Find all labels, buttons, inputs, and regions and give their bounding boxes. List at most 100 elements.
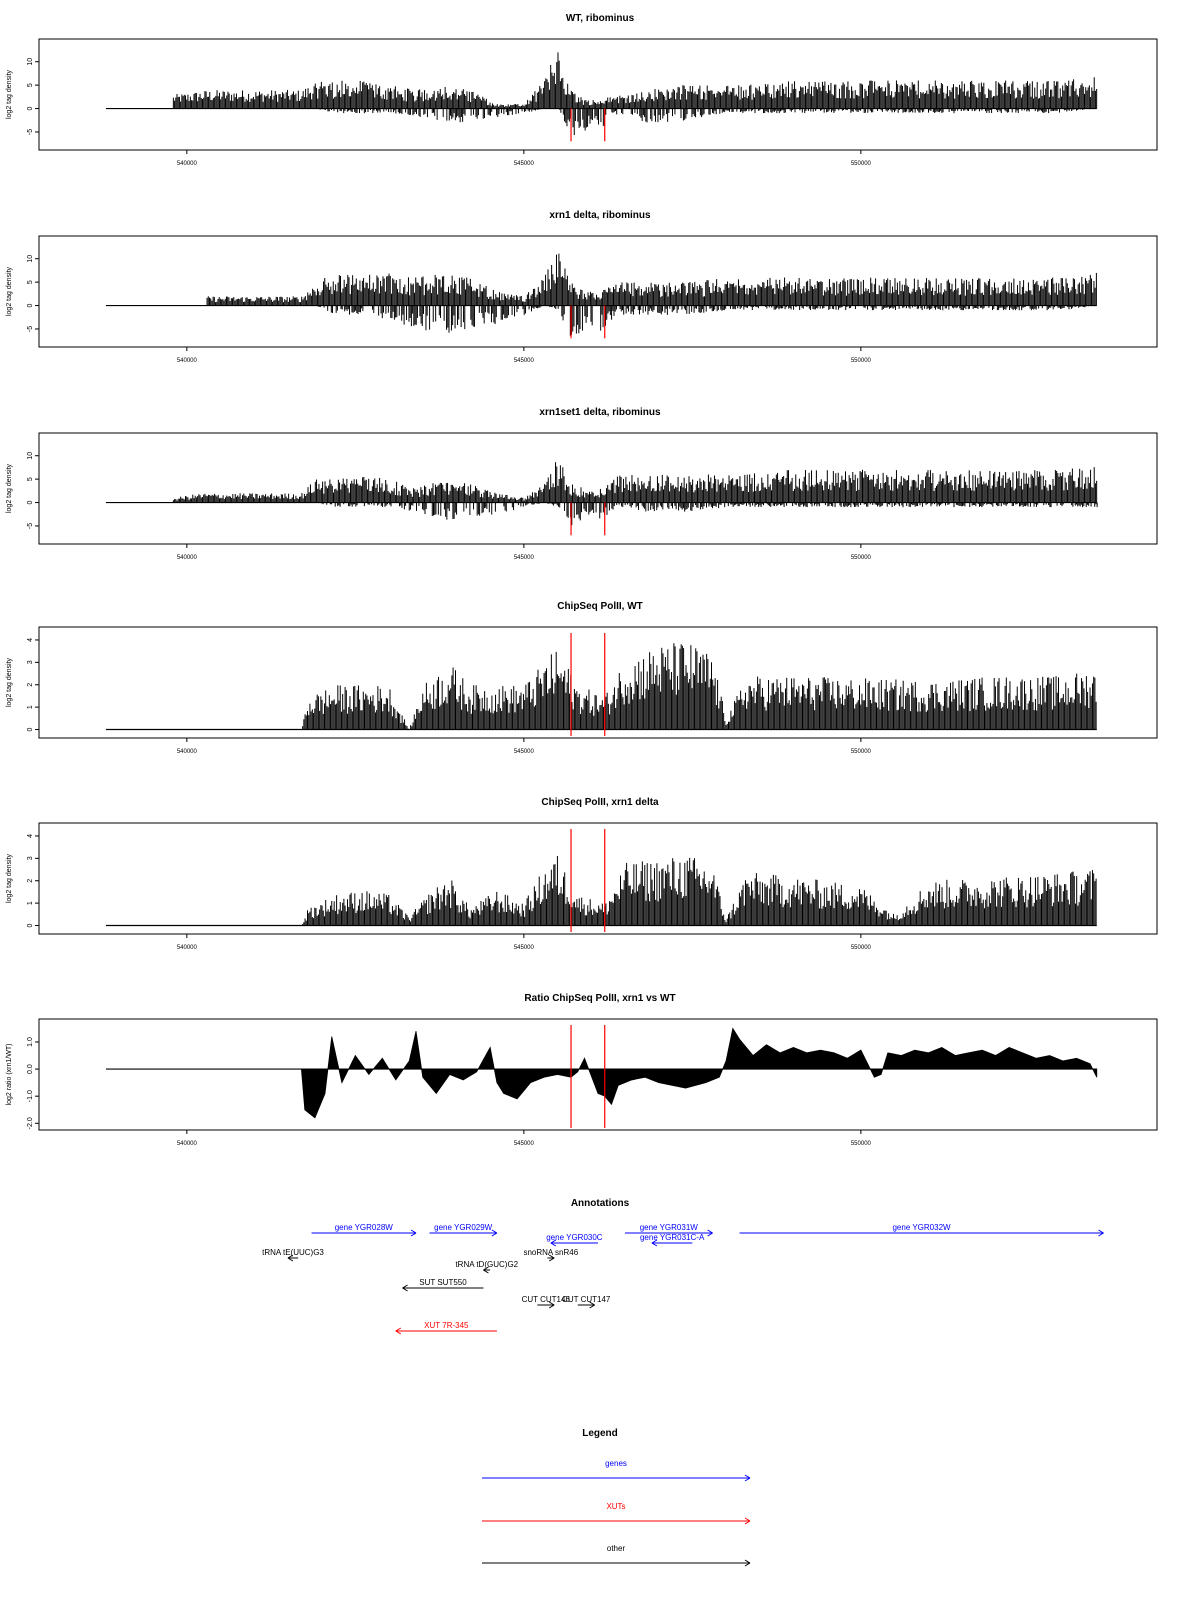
annotation-feature: tRNA tD(GUC)G2 <box>455 1260 519 1274</box>
feature-label: gene YGR028W <box>335 1223 394 1232</box>
y-tick-label: 3 <box>27 856 34 860</box>
panel-2: xrn1 delta, ribominus log2 tag density -5 0… <box>6 210 1158 364</box>
chart-title: xrn1set1 delta, ribominus <box>539 407 661 418</box>
plot-frame <box>38 626 1158 739</box>
annotation-feature: gene YGR030C <box>546 1233 603 1247</box>
y-tick-label: 0 <box>27 500 34 504</box>
arrow-head <box>707 1232 713 1237</box>
y-axis-label: log2 tag density <box>6 463 13 513</box>
x-tick-label: 545000 <box>514 358 535 364</box>
arrow-head <box>483 1266 489 1271</box>
y-tick-label: 0 <box>27 727 34 731</box>
arrow-head <box>589 1301 595 1306</box>
y-axis-label: log2 ratio (xrn1/WT) <box>6 1044 13 1106</box>
annotation-feature: gene YGR028W <box>311 1223 417 1237</box>
x-tick-label: 540000 <box>177 555 198 561</box>
plot-frame <box>38 822 1158 935</box>
arrow-head <box>548 1304 555 1309</box>
x-tick-label: 540000 <box>177 161 198 167</box>
x-tick-label: 545000 <box>514 1141 535 1147</box>
panel-3: xrn1set1 delta, ribominus log2 tag densit… <box>6 407 1158 561</box>
y-tick-label: 4 <box>27 834 34 838</box>
panel-4: ChipSeq PolII, WT log2 tag density 0 1 2 3 4 54… <box>6 601 1158 755</box>
feature-label: gene YGR031W <box>640 1223 699 1232</box>
feature-label: snoRNA snR46 <box>523 1248 578 1257</box>
feature-label: CUT CUT147 <box>562 1295 611 1304</box>
x-tick-label: 550000 <box>851 161 872 167</box>
x-tick-label: 545000 <box>514 749 535 755</box>
legend-item: XUTs <box>482 1502 751 1525</box>
annotation-feature: tRNA tE(UUC)G3 <box>262 1248 324 1262</box>
plot-frame <box>38 1018 1158 1131</box>
legend-title: Legend <box>582 1428 618 1439</box>
arrow-head <box>287 1254 294 1259</box>
chart-title: ChipSeq PolII, WT <box>557 601 643 612</box>
chart-title: Ratio ChipSeq PolII, xrn1 vs WT <box>524 993 675 1004</box>
y-tick-label: 0 <box>27 303 34 307</box>
x-tick-label: 545000 <box>514 945 535 951</box>
annotation-feature: gene YGR032W <box>739 1223 1104 1237</box>
feature-label: gene YGR029W <box>434 1223 493 1232</box>
annotation-feature: CUT CUT146 <box>522 1295 571 1309</box>
feature-label: tRNA tD(GUC)G2 <box>455 1260 518 1269</box>
x-tick-label: 550000 <box>851 555 872 561</box>
arrow-head <box>491 1232 498 1237</box>
panel-1: WT, ribominus log2 tag density -5 0 5 10 54000… <box>6 13 1158 167</box>
x-tick-label: 545000 <box>514 555 535 561</box>
feature-label: gene YGR031C-A <box>640 1233 705 1242</box>
y-tick-label: 0 <box>27 923 34 927</box>
annotation-feature: SUT SUT550 <box>402 1278 484 1292</box>
annotation-feature: gene YGR031C-A <box>640 1233 705 1247</box>
arrow-head <box>491 1229 498 1234</box>
x-tick-label: 550000 <box>851 358 872 364</box>
x-tick-label: 540000 <box>177 358 198 364</box>
arrow-head <box>589 1304 595 1309</box>
y-axis-label: log2 tag density <box>6 69 13 119</box>
y-tick-label: -5 <box>27 523 34 529</box>
arrow-head <box>395 1330 402 1335</box>
y-axis-label: log2 tag density <box>6 266 13 316</box>
y-tick-label: 1.0 <box>27 1037 34 1047</box>
x-tick-label: 545000 <box>514 161 535 167</box>
x-tick-label: 540000 <box>177 945 198 951</box>
y-tick-label: 5 <box>27 83 34 87</box>
y-axis-label: log2 tag density <box>6 657 13 707</box>
legend-item: genes <box>482 1459 751 1482</box>
y-tick-label: -2.0 <box>27 1117 34 1129</box>
annotation-feature: snoRNA snR46 <box>523 1248 579 1262</box>
panel-6: Ratio ChipSeq PolII, xrn1 vs WT log2 rati… <box>6 993 1158 1147</box>
arrow-head <box>744 1474 751 1479</box>
x-tick-label: 550000 <box>851 749 872 755</box>
y-tick-label: -5 <box>27 129 34 135</box>
y-tick-label: -1.0 <box>27 1090 34 1102</box>
y-tick-label: 4 <box>27 638 34 642</box>
arrow-head <box>402 1284 408 1289</box>
annotation-feature: gene YGR029W <box>429 1223 498 1237</box>
arrow-head <box>548 1257 555 1262</box>
ratio-area <box>105 1027 1098 1119</box>
feature-label: gene YGR030C <box>546 1233 603 1242</box>
y-axis-label: log2 tag density <box>6 853 13 903</box>
arrow-head <box>287 1257 294 1262</box>
y-tick-label: 5 <box>27 280 34 284</box>
y-tick-label: 0 <box>27 106 34 110</box>
arrow-head <box>550 1239 557 1244</box>
annotation-feature: gene YGR031W <box>624 1223 713 1237</box>
arrow-head <box>707 1229 713 1234</box>
x-tick-label: 550000 <box>851 1141 872 1147</box>
plot-frame <box>38 38 1158 151</box>
annotations-title: Annotations <box>571 1198 630 1209</box>
annotation-feature: CUT CUT147 <box>562 1295 611 1309</box>
arrow-head <box>548 1254 555 1259</box>
chart-title: xrn1 delta, ribominus <box>549 210 651 221</box>
annotations-panel: Annotations gene YGR028W gene YGR029W gene … <box>262 1198 1104 1335</box>
plot-frame <box>38 235 1158 348</box>
arrow-head <box>410 1229 417 1234</box>
feature-label: CUT CUT146 <box>522 1295 571 1304</box>
feature-label: tRNA tE(UUC)G3 <box>262 1248 324 1257</box>
feature-label: gene YGR032W <box>892 1223 951 1232</box>
arrow-head <box>651 1242 658 1247</box>
arrow-head <box>1098 1229 1104 1234</box>
